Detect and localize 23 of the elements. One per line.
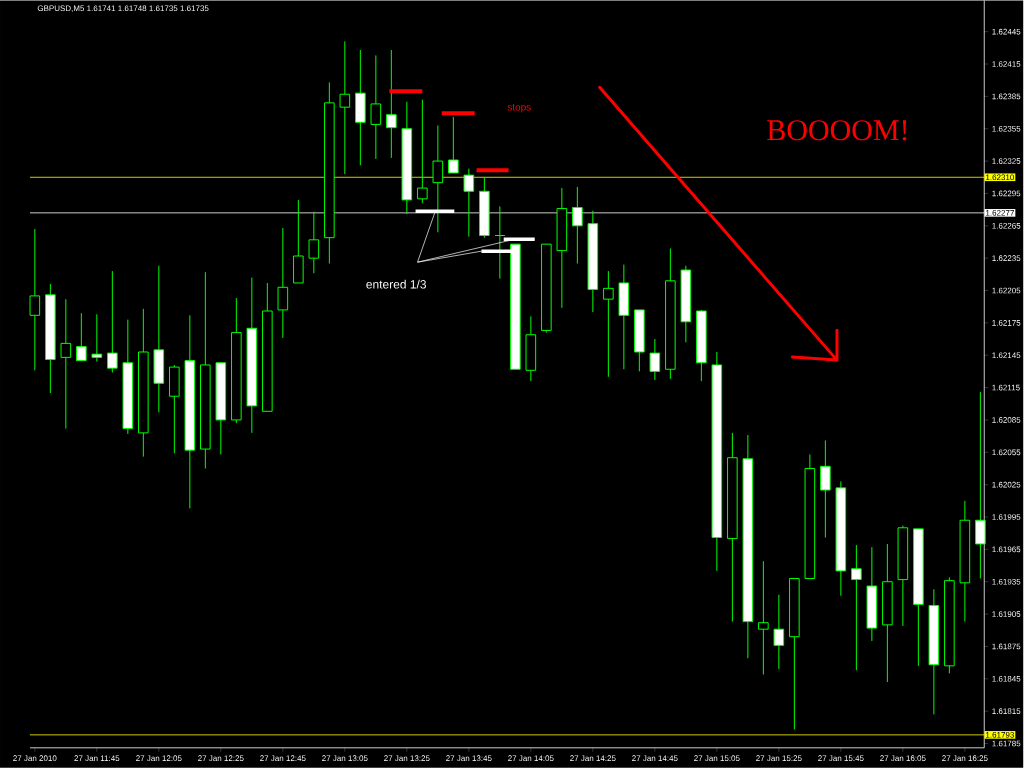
annotation: entered 1/3 [366, 279, 426, 289]
candlestick [494, 205, 506, 280]
candlestick [107, 270, 118, 374]
candlestick [386, 49, 397, 159]
candlestick [417, 99, 428, 204]
annotation: BOOOOM! [767, 120, 907, 141]
candlestick [339, 40, 351, 175]
candlestick [29, 228, 41, 371]
candlestick [603, 270, 614, 378]
candlestick [76, 312, 87, 362]
candlestick [370, 54, 382, 160]
candlestick [649, 338, 661, 381]
candlestick [448, 116, 459, 174]
candlestick [820, 440, 831, 539]
candlestick [773, 594, 785, 670]
candlestick [758, 560, 769, 676]
annotation: stops [507, 104, 531, 113]
candlestick [851, 544, 862, 671]
candlestick [91, 313, 103, 363]
candlestick [432, 125, 444, 233]
candlestick [277, 227, 289, 339]
candlestick [308, 211, 320, 274]
candlestick [60, 298, 72, 430]
